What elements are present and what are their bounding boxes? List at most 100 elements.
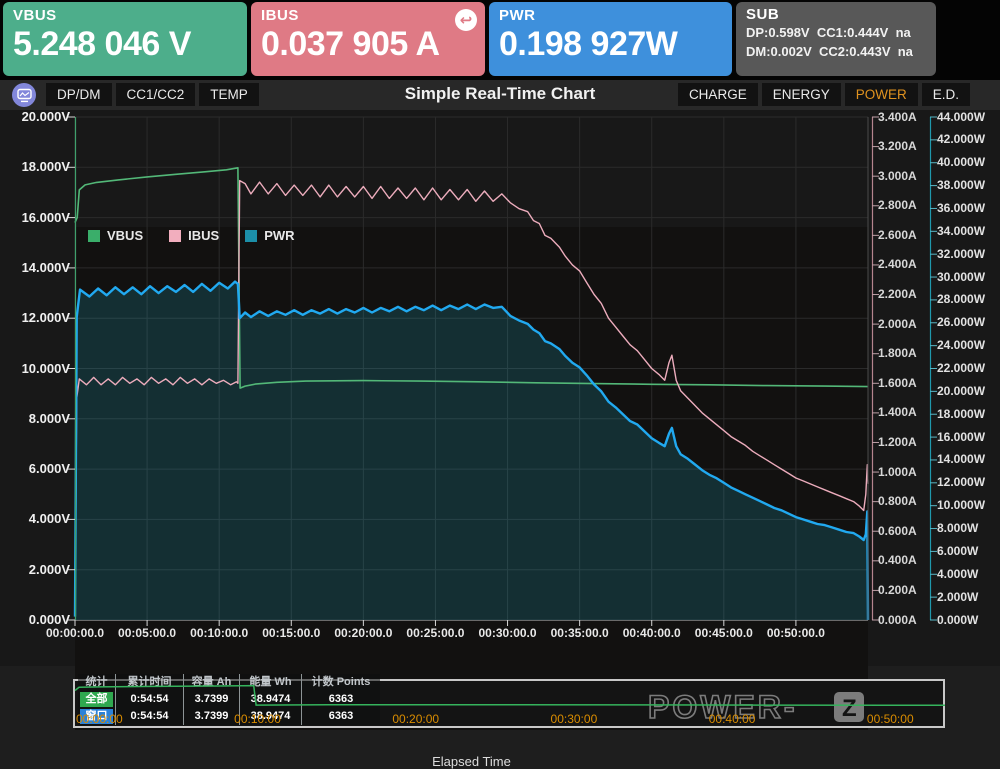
amp-tick-label: 0.600A [878,523,917,538]
navigator-time-label: 00:10:00 [234,712,281,726]
stats-cell: 6363 [328,710,354,722]
x-axis-title: Elapsed Time [432,754,511,769]
time-tick-label: 00:25:00.0 [406,626,465,640]
stats-cell: 0:54:54 [116,691,184,708]
amp-tick-label: 2.400A [878,257,917,272]
watt-tick-label: 26.000W [937,315,986,330]
stats-header-cell: 累计时间 [116,674,184,691]
watt-tick-label: 6.000W [937,543,979,558]
legend-item-pwr[interactable]: PWR [245,228,295,243]
watt-tick-label: 28.000W [937,292,986,307]
amp-tick-label: 3.000A [878,168,917,183]
watt-tick-label: 18.000W [937,406,986,421]
legend-swatch [169,229,182,242]
watt-tick-label: 24.000W [937,338,986,353]
pwr-label: PWR [499,7,536,24]
reverse-direction-icon[interactable]: ↩ [455,9,477,31]
legend-item-ibus[interactable]: IBUS [169,228,219,243]
vbus-value: 5.248 046 V [13,25,191,63]
stats-header-row: 统计 累计时间 容量 Ah 能量 Wh 计数 Points [78,674,380,691]
stats-cell: 0:54:54 [116,708,184,725]
time-tick-label: 00:05:00.0 [118,626,177,640]
chart-panel: VBUS IBUS PWR 20.000V 18.000V 16.000V 14.000V… [0,109,1000,769]
stats-header-cell: 计数 Points [311,676,371,688]
amp-tick-label: 2.800A [878,198,917,213]
ibus-value: 0.037 905 A [261,25,440,63]
volt-tick-label: 4.000V [28,511,70,527]
stats-header-cell: 能量 Wh [240,674,302,691]
stats-row-label: 窗口 [78,708,116,725]
watt-tick-label: 2.000W [937,589,979,604]
watt-tick-label: 4.000W [937,566,979,581]
legend-swatch [245,229,258,242]
power-z-watermark: POWER- Z [648,688,864,726]
stats-row-全部: 全部 0:54:54 3.7399 38.9474 6363 [78,691,380,708]
amp-tick-label: 3.200A [878,139,917,154]
legend-swatch [88,229,100,242]
pwr-value: 0.198 927W [499,25,678,63]
stats-cell: 3.7399 [184,708,240,725]
watt-tick-label: 14.000W [937,452,986,467]
ibus-label: IBUS [261,7,299,24]
volt-tick-label: 20.000V [21,109,70,124]
time-tick-label: 00:40:00.0 [622,626,681,640]
volt-tick-label: 10.000V [21,360,70,376]
legend-label: VBUS [107,228,144,243]
stats-cell: 3.7399 [184,691,240,708]
toolbar: DP/DM CC1/CC2 TEMP Simple Real-Time Chart … [0,80,1000,110]
vbus-meter-tile: VBUS 5.248 046 V [3,2,247,76]
watt-tick-label: 12.000W [937,475,986,490]
vbus-label: VBUS [13,7,57,24]
time-tick-label: 00:45:00.0 [694,626,753,640]
legend-label: PWR [264,228,295,243]
amp-tick-label: 1.600A [878,375,917,390]
tab-dp-dm[interactable]: DP/DM [46,83,112,106]
volt-tick-label: 6.000V [28,461,70,477]
tab-temp[interactable]: TEMP [199,83,259,106]
watt-tick-label: 8.000W [937,521,979,536]
volt-tick-label: 14.000V [21,259,70,275]
time-tick-label: 00:10:00.0 [190,626,249,640]
stats-cell: 6363 [328,693,354,705]
amp-tick-label: 1.200A [878,434,917,449]
tab-cc1-cc2[interactable]: CC1/CC2 [115,83,196,106]
volt-tick-label: 2.000V [28,561,70,577]
pwr-meter-tile: PWR 0.198 927W [489,2,732,76]
meter-strip: VBUS 5.248 046 V IBUS 0.037 905 A ↩ PWR … [0,0,1000,80]
stats-header-cell: 容量 Ah [184,674,240,691]
sub-line-dp-cc1: DP:0.598V CC1:0.444V na [746,25,911,40]
plot-area[interactable] [75,227,868,730]
amp-tick-label: 2.600A [878,227,917,242]
left-tab-group: DP/DM CC1/CC2 TEMP [46,83,259,106]
watt-tick-label: 38.000W [937,178,986,193]
sub-label: SUB [746,6,780,23]
time-tick-label: 00:00:00.0 [45,626,105,640]
legend-label: IBUS [188,228,220,243]
stats-header-cell: 统计 [78,674,116,691]
sub-panel: SUB DP:0.598V CC1:0.444V na DM:0.002V CC… [736,2,936,76]
tab-charge[interactable]: CHARGE [677,83,758,106]
volt-tick-label: 18.000V [21,159,70,175]
amp-tick-label: 1.800A [878,346,917,361]
amp-tick-label: 0.800A [878,494,917,509]
right-tab-group: CHARGE ENERGY POWER E.D. [677,83,970,106]
legend-item-vbus[interactable]: VBUS [88,228,143,243]
tab-e-d-[interactable]: E.D. [921,83,970,106]
navigator-time-label: 00:30:00 [550,712,598,726]
navigator-time-label: 00:20:00 [392,712,440,726]
stats-table: 统计 累计时间 容量 Ah 能量 Wh 计数 Points 全部 0:54:54 3.7399… [78,674,380,725]
volt-tick-label: 12.000V [21,310,70,326]
tab-power[interactable]: POWER [844,83,918,106]
time-tick-label: 00:35:00.0 [550,626,609,640]
time-tick-label: 00:15:00.0 [262,626,321,640]
amp-tick-label: 0.200A [878,582,917,597]
stats-cell: 38.9474 [240,691,302,708]
tab-energy[interactable]: ENERGY [761,83,841,106]
chart-window-icon[interactable] [12,83,36,107]
watt-tick-label: 44.000W [937,109,986,124]
amp-tick-label: 0.400A [878,553,917,568]
navigator-time-label: 00:00:00 [76,712,123,726]
watt-tick-label: 40.000W [937,155,986,170]
time-tick-label: 00:20:00.0 [334,626,393,640]
